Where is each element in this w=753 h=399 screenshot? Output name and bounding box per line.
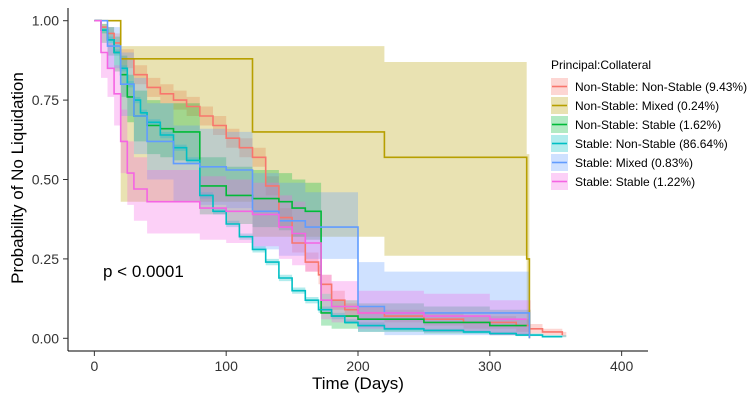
legend-label: Stable: Mixed (0.83%) [575, 156, 693, 170]
confidence-band-5 [94, 20, 531, 336]
confidence-band-1 [94, 20, 534, 339]
p-value-annotation: p < 0.0001 [103, 262, 184, 281]
x-tick-label: 0 [90, 358, 98, 374]
legend-label: Non-Stable: Mixed (0.24%) [575, 99, 719, 113]
legend-label: Stable: Stable (1.22%) [575, 175, 695, 189]
legend-label: Stable: Non-Stable (86.64%) [575, 137, 728, 151]
y-tick-label: 1.00 [32, 13, 59, 29]
x-tick-label: 100 [215, 358, 239, 374]
y-tick-label: 0.25 [32, 251, 59, 267]
confidence-band-4 [94, 20, 534, 339]
x-tick-label: 200 [346, 358, 370, 374]
y-tick-label: 0.50 [32, 172, 59, 188]
survival-curve-5 [94, 19, 527, 320]
x-axis-title: Time (Days) [312, 374, 404, 393]
legend: Principal:Collateral Non-Stable: Non-Sta… [551, 58, 747, 190]
axes: 0 100 200 300 400 0.00 0.25 0.50 0.75 1.00 [32, 8, 648, 374]
legend-label: Non-Stable: Stable (1.62%) [575, 118, 721, 132]
y-axis-title: Probability of No Liquidation [8, 72, 27, 284]
x-tick-label: 400 [610, 358, 634, 374]
y-tick-label: 0.00 [32, 330, 59, 346]
legend-items: Non-Stable: Non-Stable (9.43%) Non-Stable… [551, 78, 747, 190]
legend-title: Principal:Collateral [551, 58, 651, 72]
y-tick-label: 0.75 [32, 92, 59, 108]
survival-curve-0 [94, 19, 564, 336]
x-tick-label: 300 [478, 358, 502, 374]
survival-curves [94, 19, 564, 339]
legend-label: Non-Stable: Non-Stable (9.43%) [575, 80, 747, 94]
confidence-bands [94, 20, 567, 339]
